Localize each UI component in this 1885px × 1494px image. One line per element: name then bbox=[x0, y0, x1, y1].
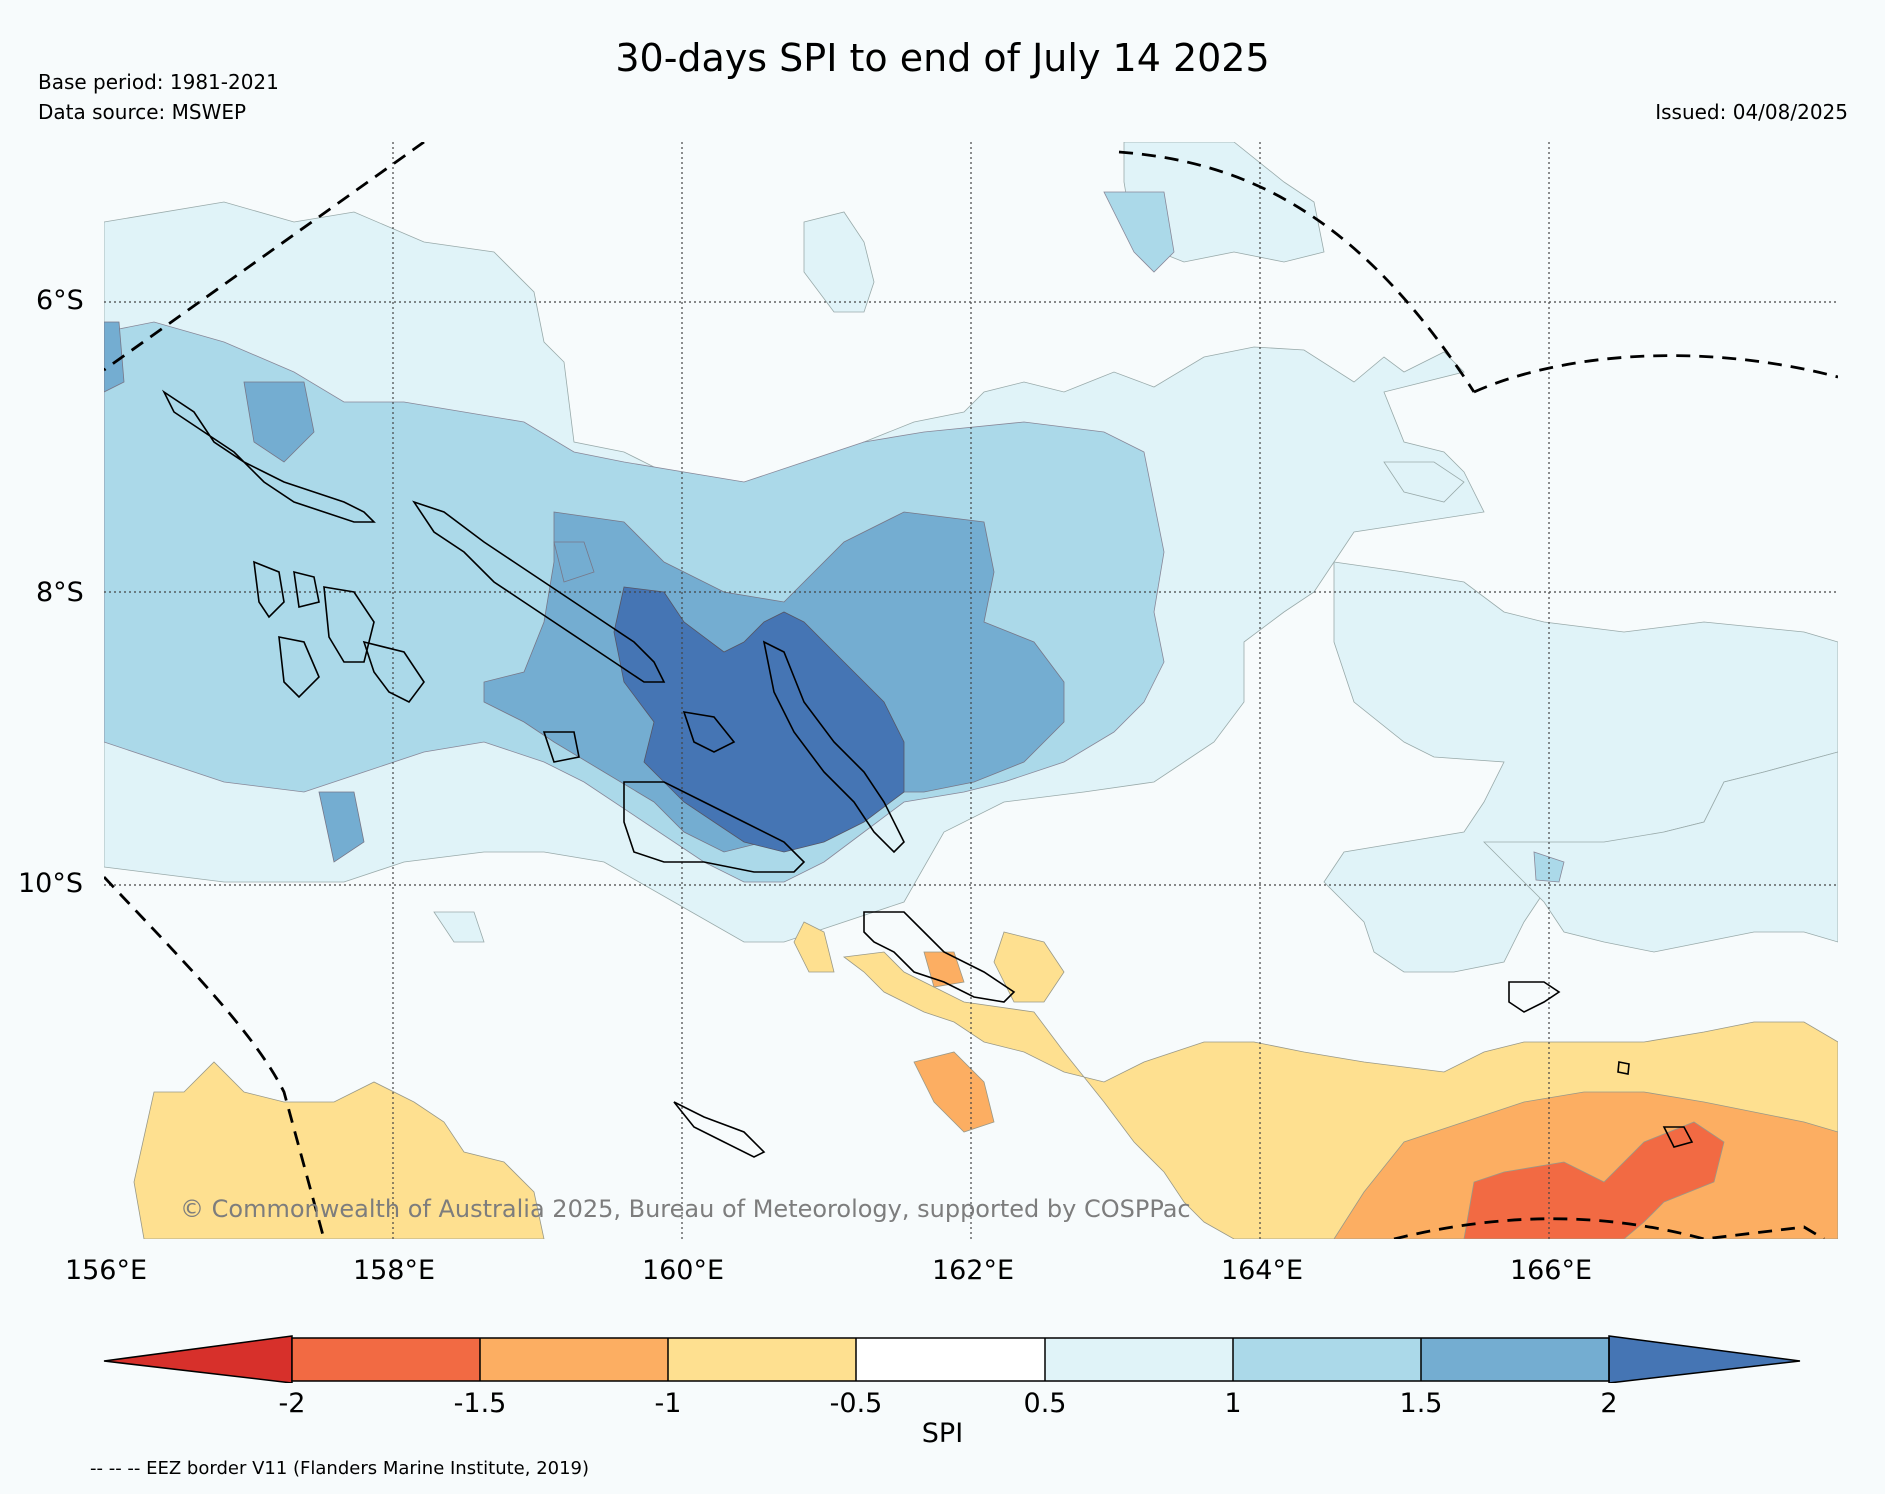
colorbar-tick-label: -0.5 bbox=[829, 1388, 883, 1419]
colorbar-tick-label: 1.5 bbox=[1399, 1388, 1443, 1419]
colorbar-bin-1-1.5 bbox=[1233, 1338, 1421, 1381]
eez-border-nw bbox=[104, 142, 425, 372]
base-period-text: Base period: 1981-2021 bbox=[38, 70, 279, 94]
lat-label-6s: 6°S bbox=[36, 285, 84, 316]
coastlines bbox=[161, 389, 1694, 1158]
colorbar-tick-label: 0.5 bbox=[1023, 1388, 1067, 1419]
eez-border-east bbox=[1473, 354, 1838, 394]
eez-legend-note: -- -- -- EEZ border V11 (Flanders Marine… bbox=[90, 1458, 590, 1479]
colorbar-bin-neg2-neg1.5 bbox=[292, 1338, 480, 1381]
lon-label-162e: 162°E bbox=[931, 1255, 1015, 1286]
colorbar-tick-label: -2 bbox=[278, 1388, 306, 1419]
lon-label-160e: 160°E bbox=[641, 1255, 725, 1286]
spi-contour-gt-2 bbox=[613, 586, 905, 853]
map-title: 30-days SPI to end of July 14 2025 bbox=[615, 36, 1270, 80]
colorbar-bin-neg1.5-neg1 bbox=[480, 1338, 668, 1381]
lon-label-164e: 164°E bbox=[1220, 1255, 1304, 1286]
colorbar-title: SPI bbox=[921, 1418, 964, 1449]
colorbar-bin-0.5-1 bbox=[1045, 1338, 1233, 1381]
lat-label-10s: 10°S bbox=[18, 868, 83, 899]
eez-borders bbox=[104, 142, 1838, 1239]
eez-border-sw bbox=[104, 876, 326, 1239]
graticule bbox=[104, 142, 1838, 1239]
lon-label-166e: 166°E bbox=[1509, 1255, 1593, 1286]
issued-date-text: Issued: 04/08/2025 bbox=[1655, 100, 1848, 124]
colorbar-tick-label: -1 bbox=[654, 1388, 682, 1419]
spi-colorbar bbox=[103, 1335, 1801, 1383]
spi-contour-dry-severe bbox=[913, 951, 1838, 1239]
spi-contour-dry-extreme bbox=[1463, 1121, 1725, 1239]
colorbar-bin-neutral bbox=[856, 1338, 1045, 1381]
colorbar-tick-label: 2 bbox=[1600, 1388, 1618, 1419]
copyright-text: © Commonwealth of Australia 2025, Bureau… bbox=[180, 1195, 1191, 1223]
colorbar-bin-1.5-2 bbox=[1421, 1338, 1609, 1381]
eez-border-ne bbox=[1118, 150, 1476, 393]
lon-label-158e: 158°E bbox=[352, 1255, 436, 1286]
colorbar-extend-high bbox=[1608, 1335, 1801, 1383]
colorbar-tick-label: -1.5 bbox=[453, 1388, 507, 1419]
spi-map-svg bbox=[104, 142, 1838, 1239]
lat-label-8s: 8°S bbox=[36, 577, 84, 608]
colorbar-tick-label: 1 bbox=[1224, 1388, 1242, 1419]
colorbar-extend-low bbox=[103, 1335, 293, 1383]
colorbar-bin-neg1-neg0.5 bbox=[668, 1338, 856, 1381]
lon-label-156e: 156°E bbox=[64, 1255, 148, 1286]
eez-border-se bbox=[1393, 1217, 1825, 1239]
data-source-text: Data source: MSWEP bbox=[38, 100, 247, 124]
spi-map bbox=[104, 142, 1838, 1239]
